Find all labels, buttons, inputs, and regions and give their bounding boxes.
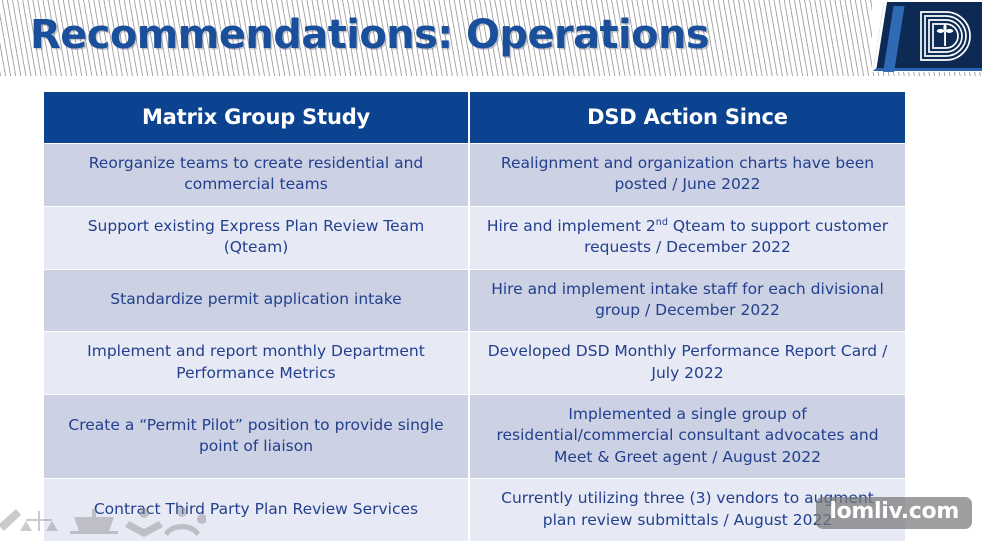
cell-action-text: Hire and implement intake staff for each… xyxy=(491,279,884,319)
table-body: Reorganize teams to create residential a… xyxy=(44,144,905,541)
table-row: Create a “Permit Pilot” position to prov… xyxy=(44,395,905,479)
page-title: Recommendations: Operations xyxy=(30,12,710,58)
cell-action: Developed DSD Monthly Performance Report… xyxy=(470,332,905,394)
column-header-dsd-action-since: DSD Action Since xyxy=(470,92,905,143)
cell-action: Implemented a single group of residentia… xyxy=(470,395,905,479)
cell-action-text: Currently utilizing three (3) vendors to… xyxy=(501,489,874,529)
cell-action-text: Implemented a single group of residentia… xyxy=(496,405,879,466)
dallas-d-flower-icon xyxy=(916,8,974,64)
recommendations-table: Matrix Group Study DSD Action Since Reor… xyxy=(42,91,905,542)
cell-action: Hire and implement intake staff for each… xyxy=(470,269,905,332)
cell-action: Hire and implement 2nd Qteam to support … xyxy=(470,206,905,269)
table-header-row: Matrix Group Study DSD Action Since xyxy=(44,92,905,143)
table-row: Reorganize teams to create residential a… xyxy=(44,144,905,206)
cell-study: Create a “Permit Pilot” position to prov… xyxy=(44,395,468,479)
ordinal-suffix: nd xyxy=(655,216,668,228)
cell-study: Support existing Express Plan Review Tea… xyxy=(44,206,468,269)
cell-action: Currently utilizing three (3) vendors to… xyxy=(470,479,905,541)
table-row: Support existing Express Plan Review Tea… xyxy=(44,206,905,269)
table-row: Contract Third Party Plan Review Service… xyxy=(44,479,905,541)
city-of-dallas-logo xyxy=(872,0,982,72)
cell-action: Realignment and organization charts have… xyxy=(470,144,905,206)
cell-study: Implement and report monthly Department … xyxy=(44,332,468,394)
watermark: lomliv.com xyxy=(816,496,972,529)
cell-study: Standardize permit application intake xyxy=(44,269,468,332)
cell-action-text-tail: Qteam to support customer requests / Dec… xyxy=(584,216,889,257)
cell-action-text: Developed DSD Monthly Performance Report… xyxy=(487,342,888,382)
cell-study: Contract Third Party Plan Review Service… xyxy=(44,479,468,541)
slide-title-band: Recommendations: Operations xyxy=(0,0,982,76)
cell-action-text: Realignment and organization charts have… xyxy=(500,154,875,194)
table-row: Standardize permit application intake Hi… xyxy=(44,269,905,332)
cell-action-text: Hire and implement 2 xyxy=(486,216,656,235)
decorative-icon-strip xyxy=(0,503,206,543)
table-row: Implement and report monthly Department … xyxy=(44,332,905,394)
column-header-matrix-group-study: Matrix Group Study xyxy=(44,92,468,143)
cell-study: Reorganize teams to create residential a… xyxy=(44,144,468,206)
